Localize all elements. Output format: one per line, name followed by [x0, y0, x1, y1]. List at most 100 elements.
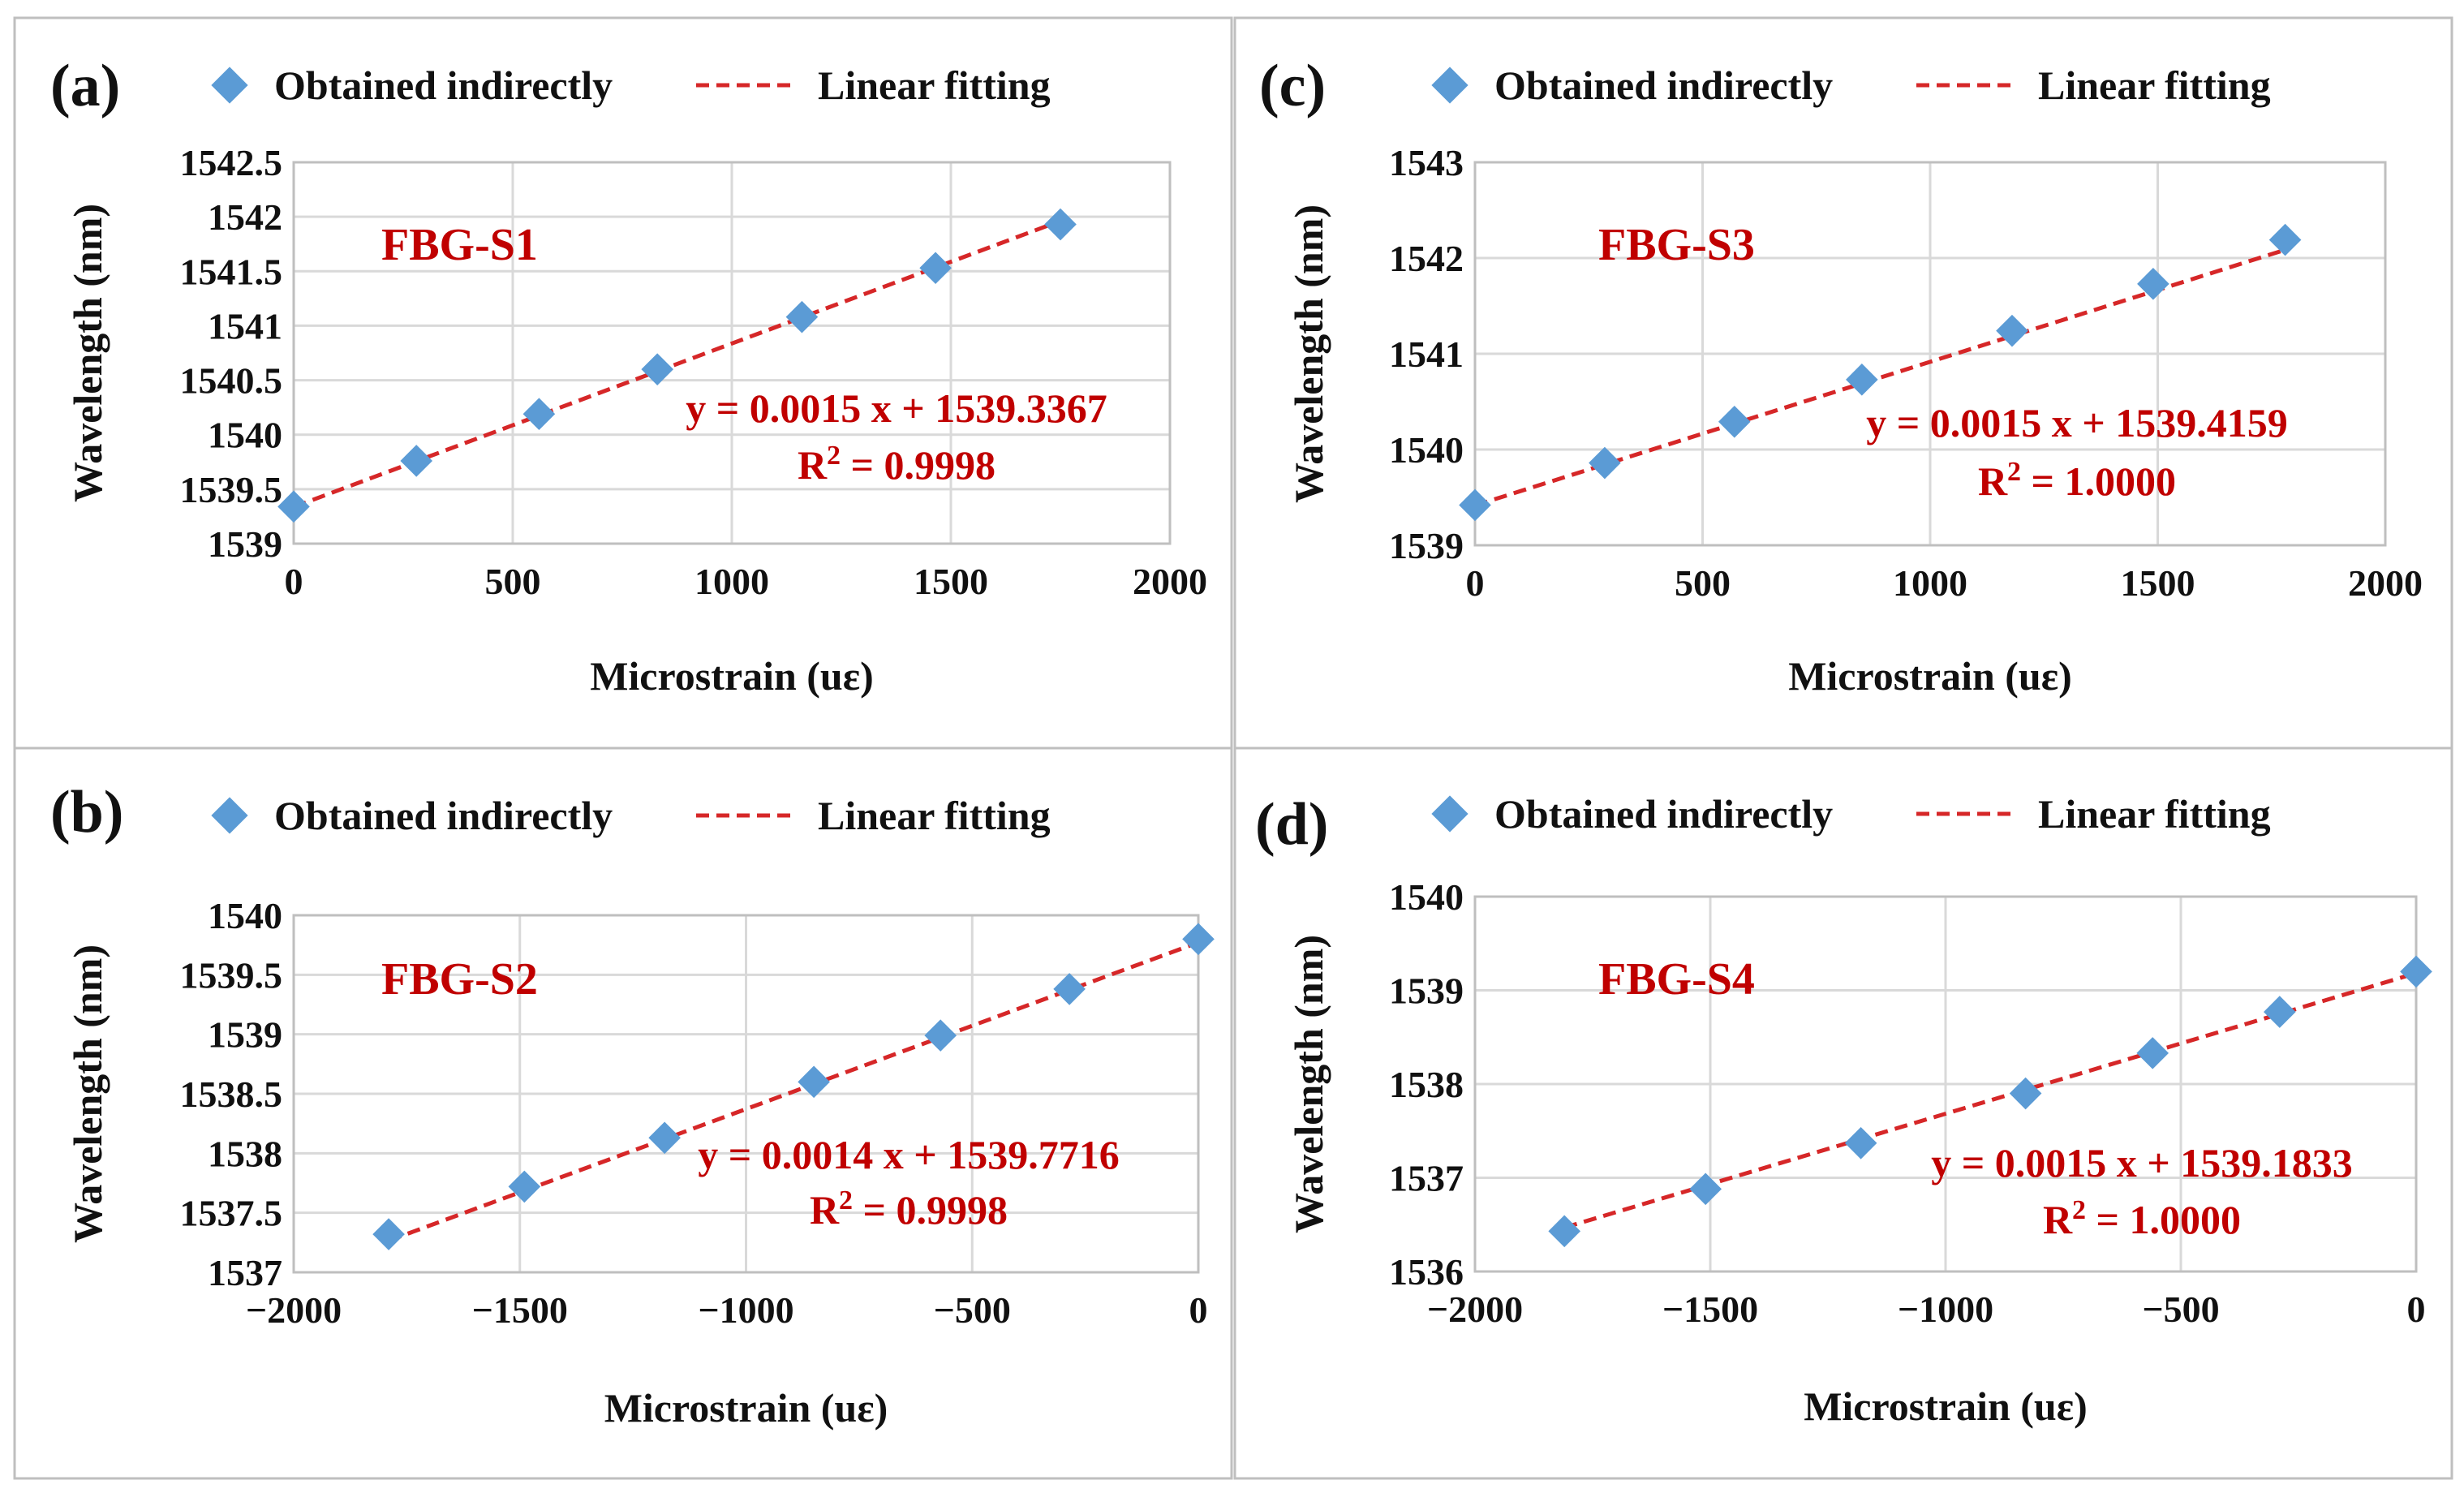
data-point [2009, 1077, 2042, 1110]
r-squared: R2 = 1.0000 [1978, 457, 2176, 504]
y-tick-label: 1540 [208, 895, 282, 936]
x-tick-label: 2000 [1133, 561, 1207, 602]
y-tick-label: 1539.5 [180, 469, 283, 510]
y-tick-label: 1536 [1389, 1251, 1464, 1293]
y-tick-label: 1541 [1389, 333, 1464, 375]
fit-equation: y = 0.0015 x + 1539.1833 [1931, 1140, 2352, 1185]
plot-area-border [292, 914, 1200, 1274]
y-tick-label: 1540 [208, 415, 282, 456]
x-axis-title: Microstrain (uε) [590, 653, 874, 699]
data-point [277, 490, 310, 523]
sensor-label: FBG-S1 [381, 220, 538, 270]
r-squared-symbol: R [798, 442, 828, 488]
panel-label: (c) [1259, 53, 1326, 119]
x-tick-label: −1000 [698, 1289, 793, 1331]
sensor-label: FBG-S2 [381, 954, 538, 1005]
panel-label: (a) [50, 53, 120, 119]
y-axis-title: Wavelength (nm) [65, 204, 110, 502]
x-axis-title: Microstrain (uε) [1804, 1383, 2088, 1429]
y-axis-title: Wavelength (nm) [1286, 204, 1331, 503]
x-tick-label: 1000 [1893, 562, 1967, 604]
plot-area-border [1473, 895, 2418, 1273]
y-tick-label: 1539 [1389, 970, 1464, 1012]
legend-label-obtained: Obtained indirectly [274, 62, 613, 108]
y-axis-title: Wavelength (nm) [65, 944, 110, 1243]
r-squared-symbol: R [1978, 458, 2008, 504]
legend-marker-diamond [1431, 67, 1469, 104]
fit-equation: y = 0.0014 x + 1539.7716 [698, 1132, 1119, 1177]
x-tick-label: −1000 [1898, 1289, 1993, 1330]
y-tick-label: 1541.5 [180, 251, 283, 292]
x-tick-label: 1500 [914, 561, 988, 602]
x-tick-label: 0 [285, 561, 303, 602]
data-point [2137, 268, 2169, 300]
data-point [1718, 405, 1751, 438]
fit-equation: y = 0.0015 x + 1539.4159 [1866, 400, 2287, 445]
x-tick-label: −2000 [1427, 1289, 1523, 1330]
data-point [522, 398, 556, 430]
data-point [919, 252, 952, 285]
data-point [1996, 314, 2028, 347]
y-tick-label: 1540.5 [180, 360, 283, 402]
legend-label-fit: Linear fitting [818, 62, 1051, 108]
legend: Obtained indirectly Linear fitting [1431, 62, 2271, 108]
x-axis-title: Microstrain (uε) [1788, 653, 2072, 699]
data-point [924, 1019, 957, 1052]
r-squared-value: = 1.0000 [2021, 458, 2176, 504]
panel-label: (d) [1255, 791, 1328, 858]
legend-label-fit: Linear fitting [2038, 62, 2271, 108]
legend-label-fit: Linear fitting [818, 793, 1051, 838]
data-point [641, 353, 673, 385]
data-point [2268, 223, 2302, 256]
data-point [2264, 996, 2296, 1028]
data-point [648, 1121, 681, 1155]
plot-area-border [1473, 161, 2387, 547]
x-tick-label: 500 [485, 561, 541, 602]
r-squared-superscript: 2 [2007, 457, 2021, 487]
y-tick-label: 1542 [208, 196, 282, 238]
x-axis-title: Microstrain (uε) [604, 1385, 888, 1431]
y-tick-label: 1539 [208, 523, 282, 565]
fit-equation: y = 0.0015 x + 1539.3367 [686, 385, 1107, 431]
y-tick-label: 1543 [1389, 142, 1464, 183]
x-tick-label: 0 [1466, 562, 1485, 604]
chart-panel-b: −2000 −1500 −1000 −500 0 1537 1537.5 1538 1538.5… [13, 746, 1233, 1480]
data-point [1589, 446, 1621, 480]
data-point [508, 1170, 541, 1203]
r-squared-value: = 0.9998 [841, 442, 995, 488]
r-squared-value: = 1.0000 [2086, 1197, 2241, 1242]
panel-frame [13, 746, 1233, 1480]
data-point [2136, 1037, 2169, 1069]
data-point [1053, 973, 1086, 1005]
legend-label-obtained: Obtained indirectly [274, 793, 613, 838]
y-tick-label: 1538 [208, 1133, 282, 1174]
x-tick-label: 500 [1675, 562, 1731, 604]
y-tick-label: 1537.5 [180, 1193, 283, 1234]
r-squared-superscript: 2 [827, 441, 841, 471]
x-tick-label: 1500 [2121, 562, 2195, 604]
r-squared-superscript: 2 [839, 1185, 853, 1215]
data-point [798, 1065, 830, 1099]
x-tick-label: 2000 [2348, 562, 2423, 604]
legend: Obtained indirectly Linear fitting [211, 62, 1051, 108]
y-tick-label: 1540 [1389, 429, 1464, 471]
panel-label: (b) [50, 779, 123, 845]
x-tick-label: −500 [2142, 1289, 2219, 1330]
legend: Obtained indirectly Linear fitting [211, 793, 1051, 838]
data-point [2400, 955, 2432, 988]
data-point [1689, 1172, 1722, 1206]
legend-label-fit: Linear fitting [2038, 791, 2271, 837]
sensor-label: FBG-S3 [1598, 220, 1755, 270]
y-tick-label: 1537 [1389, 1158, 1464, 1199]
r-squared-superscript: 2 [2072, 1195, 2086, 1225]
x-tick-label: 0 [2407, 1289, 2426, 1330]
gridlines [1473, 895, 2418, 1273]
y-tick-label: 1539 [1389, 525, 1464, 566]
r-squared-symbol: R [2043, 1197, 2073, 1242]
r-squared-value: = 0.9998 [853, 1187, 1008, 1233]
x-tick-label: −2000 [246, 1289, 342, 1331]
data-point [1844, 1126, 1877, 1160]
legend: Obtained indirectly Linear fitting [1431, 791, 2271, 837]
y-tick-label: 1537 [208, 1252, 282, 1293]
